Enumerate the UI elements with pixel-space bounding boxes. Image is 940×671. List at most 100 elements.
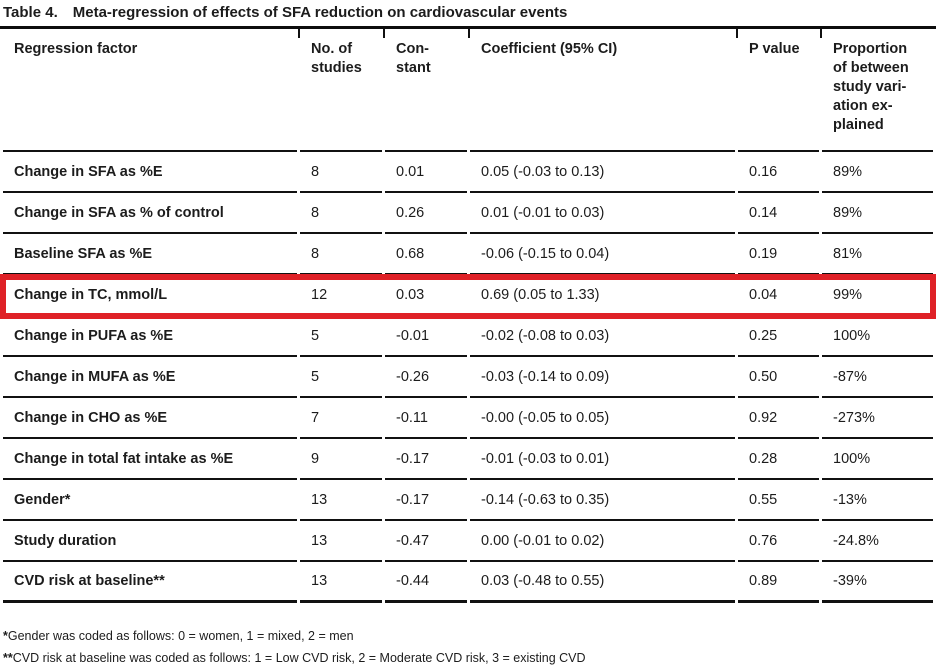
cell-proportion: 81% [822,234,933,275]
cell-regression-factor: Change in TC, mmol/L [3,275,297,316]
table-row: Change in MUFA as %E 5 -0.26 -0.03 (-0.1… [3,357,933,398]
cell-coefficient: -0.14 (-0.63 to 0.35) [470,480,735,521]
cell-p-value: 0.04 [738,275,819,316]
cell-coefficient: 0.01 (-0.01 to 0.03) [470,193,735,234]
table-row: Change in SFA as %E 8 0.01 0.05 (-0.03 t… [3,152,933,193]
cell-constant: -0.01 [385,316,467,357]
cell-constant: -0.17 [385,439,467,480]
table-row: Gender* 13 -0.17 -0.14 (-0.63 to 0.35) 0… [3,480,933,521]
table-row: Study duration 13 -0.47 0.00 (-0.01 to 0… [3,521,933,562]
cell-no-of-studies: 8 [300,152,382,193]
cell-proportion: -39% [822,562,933,603]
header-line: of between [833,60,909,76]
column-divider-tick [382,29,385,38]
footnote: *Gender was coded as follows: 0 = women,… [3,629,936,643]
table-row-highlighted: Change in TC, mmol/L 12 0.03 0.69 (0.05 … [3,275,933,316]
column-divider-tick [467,29,470,38]
header-line: No. of [311,41,353,57]
header-line: studies [311,60,362,76]
meta-regression-table: Regression factor No. of studies Con- st… [0,29,936,603]
cell-proportion: 89% [822,152,933,193]
cell-constant: -0.44 [385,562,467,603]
cell-proportion: 89% [822,193,933,234]
cell-no-of-studies: 8 [300,234,382,275]
table-number-label: Table 4. [3,4,58,21]
cell-no-of-studies: 8 [300,193,382,234]
table-row: Change in PUFA as %E 5 -0.01 -0.02 (-0.0… [3,316,933,357]
column-header-no-of-studies: No. of studies [297,29,382,152]
column-header-coefficient: Coefficient (95% CI) [467,29,735,152]
cell-proportion: 100% [822,439,933,480]
footnote-text: CVD risk at baseline was coded as follow… [12,651,586,665]
cell-coefficient: 0.05 (-0.03 to 0.13) [470,152,735,193]
header-line: study vari- [833,79,907,95]
footnote-marker: * [3,629,8,643]
column-header-regression-factor: Regression factor [3,29,297,152]
cell-constant: 0.26 [385,193,467,234]
cell-coefficient: 0.03 (-0.48 to 0.55) [470,562,735,603]
cell-no-of-studies: 5 [300,357,382,398]
cell-no-of-studies: 7 [300,398,382,439]
header-line: Regression factor [14,41,138,57]
cell-coefficient: -0.01 (-0.03 to 0.01) [470,439,735,480]
table-row: Change in total fat intake as %E 9 -0.17… [3,439,933,480]
cell-p-value: 0.19 [738,234,819,275]
table-row: Baseline SFA as %E 8 0.68 -0.06 (-0.15 t… [3,234,933,275]
cell-regression-factor: Baseline SFA as %E [3,234,297,275]
table-row: Change in SFA as % of control 8 0.26 0.0… [3,193,933,234]
header-line: Con- [396,41,430,57]
cell-regression-factor: Study duration [3,521,297,562]
cell-no-of-studies: 5 [300,316,382,357]
table-caption: Table 4. Meta-regression of effects of S… [0,0,936,29]
column-divider-tick [735,29,738,38]
cell-constant: -0.11 [385,398,467,439]
header-line: P value [749,41,800,57]
cell-p-value: 0.55 [738,480,819,521]
cell-proportion: -24.8% [822,521,933,562]
cell-regression-factor: Change in CHO as %E [3,398,297,439]
footnote: **CVD risk at baseline was coded as foll… [3,651,936,665]
cell-proportion: 100% [822,316,933,357]
header-line: Coefficient (95% CI) [481,41,618,57]
column-divider-tick [297,29,300,38]
cell-p-value: 0.25 [738,316,819,357]
cell-coefficient: -0.06 (-0.15 to 0.04) [470,234,735,275]
cell-no-of-studies: 13 [300,480,382,521]
table-row: Change in CHO as %E 7 -0.11 -0.00 (-0.05… [3,398,933,439]
header-line: plained [833,117,884,133]
cell-p-value: 0.92 [738,398,819,439]
cell-constant: 0.01 [385,152,467,193]
header-line: Proportion [833,41,908,57]
cell-proportion: -273% [822,398,933,439]
cell-no-of-studies: 13 [300,521,382,562]
cell-regression-factor: Change in total fat intake as %E [3,439,297,480]
cell-p-value: 0.50 [738,357,819,398]
cell-proportion: -13% [822,480,933,521]
header-row: Regression factor No. of studies Con- st… [3,29,933,152]
cell-p-value: 0.76 [738,521,819,562]
cell-no-of-studies: 12 [300,275,382,316]
cell-coefficient: 0.00 (-0.01 to 0.02) [470,521,735,562]
cell-coefficient: -0.03 (-0.14 to 0.09) [470,357,735,398]
cell-no-of-studies: 13 [300,562,382,603]
column-divider-tick [819,29,822,38]
header-line: stant [396,60,431,76]
column-header-p-value: P value [735,29,819,152]
footnote-text: Gender was coded as follows: 0 = women, … [7,629,354,643]
cell-coefficient: 0.69 (0.05 to 1.33) [470,275,735,316]
cell-regression-factor: Change in SFA as % of control [3,193,297,234]
header-line: ation ex- [833,98,893,114]
cell-p-value: 0.28 [738,439,819,480]
cell-coefficient: -0.00 (-0.05 to 0.05) [470,398,735,439]
cell-constant: -0.26 [385,357,467,398]
cell-coefficient: -0.02 (-0.08 to 0.03) [470,316,735,357]
cell-regression-factor: Change in SFA as %E [3,152,297,193]
table-title: Meta-regression of effects of SFA reduct… [72,4,568,21]
cell-proportion: -87% [822,357,933,398]
column-header-proportion-explained: Proportion of between study vari- ation … [819,29,933,152]
cell-regression-factor: CVD risk at baseline** [3,562,297,603]
cell-p-value: 0.16 [738,152,819,193]
cell-proportion: 99% [822,275,933,316]
footnote-marker: ** [3,651,13,665]
cell-p-value: 0.89 [738,562,819,603]
